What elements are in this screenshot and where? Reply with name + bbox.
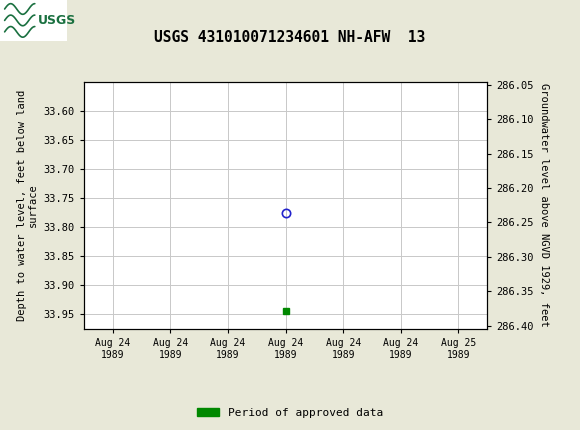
Y-axis label: Groundwater level above NGVD 1929, feet: Groundwater level above NGVD 1929, feet — [539, 83, 549, 327]
Y-axis label: Depth to water level, feet below land
surface: Depth to water level, feet below land su… — [17, 90, 38, 321]
Text: USGS: USGS — [38, 14, 76, 27]
Bar — [0, 0, 67, 41]
Legend: Period of approved data: Period of approved data — [193, 403, 387, 422]
Text: USGS 431010071234601 NH-AFW  13: USGS 431010071234601 NH-AFW 13 — [154, 30, 426, 45]
